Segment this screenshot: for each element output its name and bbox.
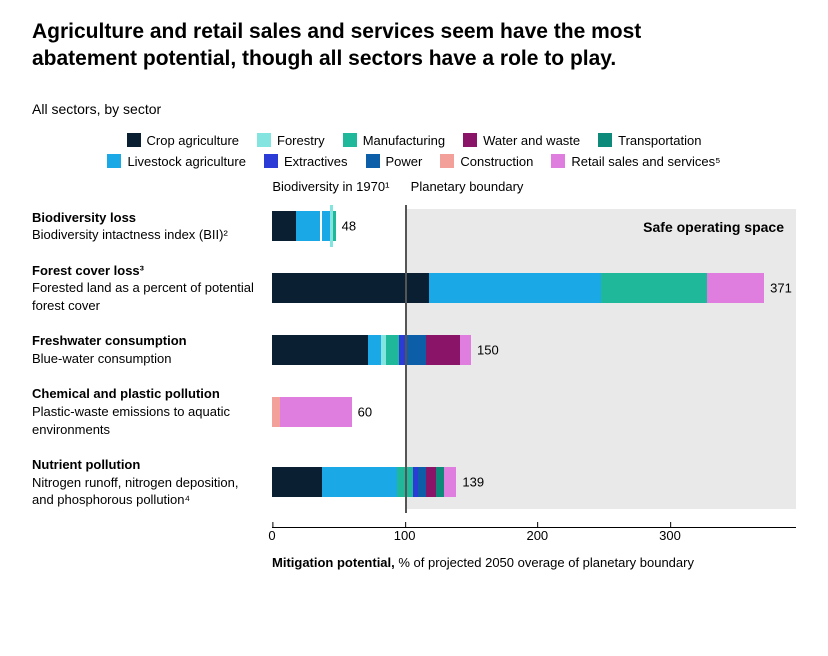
row-label: Nutrient pollutionNitrogen runoff, nitro… bbox=[32, 456, 272, 509]
legend-item: Transportation bbox=[598, 133, 701, 148]
legend-item: Manufacturing bbox=[343, 133, 445, 148]
row-label: Forest cover loss³Forested land as a per… bbox=[32, 262, 272, 315]
row-label: Chemical and plastic pollutionPlastic-wa… bbox=[32, 385, 272, 438]
legend-item: Water and waste bbox=[463, 133, 580, 148]
stacked-bar bbox=[272, 211, 336, 241]
bar-segment bbox=[322, 211, 330, 241]
bar-segment bbox=[418, 467, 426, 497]
row-title: Forest cover loss³ bbox=[32, 262, 260, 280]
row-title: Freshwater consumption bbox=[32, 332, 260, 350]
legend-swatch bbox=[366, 154, 380, 168]
legend-label: Crop agriculture bbox=[147, 133, 240, 148]
x-tick: 0 bbox=[268, 528, 275, 543]
stacked-bar bbox=[272, 397, 352, 427]
legend-item: Crop agriculture bbox=[127, 133, 240, 148]
row-label: Freshwater consumptionBlue-water consump… bbox=[32, 332, 272, 367]
row-title: Biodiversity loss bbox=[32, 209, 260, 227]
bar-segment bbox=[601, 273, 707, 303]
page-title: Agriculture and retail sales and service… bbox=[32, 18, 712, 73]
row-value: 150 bbox=[477, 342, 499, 357]
x-tick: 200 bbox=[526, 528, 548, 543]
chart-row: Forest cover loss³Forested land as a per… bbox=[32, 262, 796, 315]
header-biodiversity-1970: Biodiversity in 1970¹ bbox=[272, 179, 389, 194]
bar-segment bbox=[707, 273, 764, 303]
bar-segment bbox=[296, 211, 320, 241]
legend-item: Extractives bbox=[264, 154, 348, 169]
chart-row: Chemical and plastic pollutionPlastic-wa… bbox=[32, 385, 796, 438]
x-tick: 300 bbox=[659, 528, 681, 543]
row-plot: 371 bbox=[272, 273, 796, 303]
row-plot: 139 bbox=[272, 467, 796, 497]
bar-segment bbox=[322, 467, 396, 497]
row-value: 48 bbox=[342, 219, 356, 234]
legend-label: Power bbox=[386, 154, 423, 169]
bar-segment bbox=[386, 335, 399, 365]
legend-swatch bbox=[598, 133, 612, 147]
legend-label: Manufacturing bbox=[363, 133, 445, 148]
row-subtitle: Biodiversity intactness index (BII)² bbox=[32, 226, 260, 244]
chart: Biodiversity in 1970¹ Planetary boundary… bbox=[32, 179, 796, 570]
bar-segment bbox=[444, 467, 456, 497]
legend-label: Extractives bbox=[284, 154, 348, 169]
chart-subtitle: All sectors, by sector bbox=[32, 101, 796, 117]
bar-segment bbox=[429, 273, 601, 303]
legend-label: Livestock agriculture bbox=[127, 154, 246, 169]
bar-segment bbox=[272, 397, 280, 427]
x-axis-title: Mitigation potential, % of projected 205… bbox=[272, 555, 796, 570]
legend-item: Forestry bbox=[257, 133, 325, 148]
planetary-boundary-line bbox=[405, 205, 407, 513]
legend-item: Retail sales and services⁵ bbox=[551, 154, 720, 169]
stacked-bar bbox=[272, 467, 456, 497]
legend-swatch bbox=[257, 133, 271, 147]
legend-swatch bbox=[264, 154, 278, 168]
legend-swatch bbox=[107, 154, 121, 168]
legend-label: Transportation bbox=[618, 133, 701, 148]
row-value: 60 bbox=[358, 404, 372, 419]
row-label: Biodiversity lossBiodiversity intactness… bbox=[32, 209, 272, 244]
legend-item: Construction bbox=[440, 154, 533, 169]
row-plot: 150 bbox=[272, 335, 796, 365]
bar-segment bbox=[407, 335, 426, 365]
chart-row: Freshwater consumptionBlue-water consump… bbox=[32, 332, 796, 367]
stacked-bar bbox=[272, 273, 764, 303]
bar-segment bbox=[368, 335, 381, 365]
stacked-bar bbox=[272, 335, 471, 365]
legend-swatch bbox=[551, 154, 565, 168]
legend-label: Construction bbox=[460, 154, 533, 169]
legend-label: Water and waste bbox=[483, 133, 580, 148]
legend-label: Forestry bbox=[277, 133, 325, 148]
row-subtitle: Blue-water consumption bbox=[32, 350, 260, 368]
bar-segment bbox=[272, 467, 322, 497]
legend-swatch bbox=[127, 133, 141, 147]
bar-segment bbox=[272, 211, 296, 241]
bar-segment bbox=[426, 467, 437, 497]
row-value: 371 bbox=[770, 281, 792, 296]
row-plot: 60 bbox=[272, 397, 796, 427]
bar-segment bbox=[272, 335, 368, 365]
x-axis: 0100200300 bbox=[272, 527, 796, 547]
safe-operating-space-label: Safe operating space bbox=[643, 219, 784, 235]
header-planetary-boundary: Planetary boundary bbox=[411, 179, 524, 194]
row-title: Chemical and plastic pollution bbox=[32, 385, 260, 403]
row-value: 139 bbox=[462, 475, 484, 490]
legend: Crop agriculture Forestry Manufacturing Wat… bbox=[94, 133, 734, 169]
legend-swatch bbox=[343, 133, 357, 147]
row-title: Nutrient pollution bbox=[32, 456, 260, 474]
row-subtitle: Nitrogen runoff, nitrogen deposition, an… bbox=[32, 474, 260, 509]
bar-segment bbox=[460, 335, 471, 365]
x-tick: 100 bbox=[394, 528, 416, 543]
row-subtitle: Plastic-waste emissions to aquatic envir… bbox=[32, 403, 260, 438]
legend-label: Retail sales and services⁵ bbox=[571, 154, 720, 169]
legend-item: Power bbox=[366, 154, 423, 169]
bar-segment bbox=[280, 397, 352, 427]
chart-rows: Safe operating space Biodiversity lossBi… bbox=[32, 209, 796, 509]
bar-segment bbox=[436, 467, 444, 497]
legend-item: Livestock agriculture bbox=[107, 154, 246, 169]
bar-segment bbox=[426, 335, 460, 365]
forestry-marker bbox=[330, 205, 333, 247]
legend-swatch bbox=[440, 154, 454, 168]
chart-row: Nutrient pollutionNitrogen runoff, nitro… bbox=[32, 456, 796, 509]
row-subtitle: Forested land as a percent of potential … bbox=[32, 279, 260, 314]
legend-swatch bbox=[463, 133, 477, 147]
